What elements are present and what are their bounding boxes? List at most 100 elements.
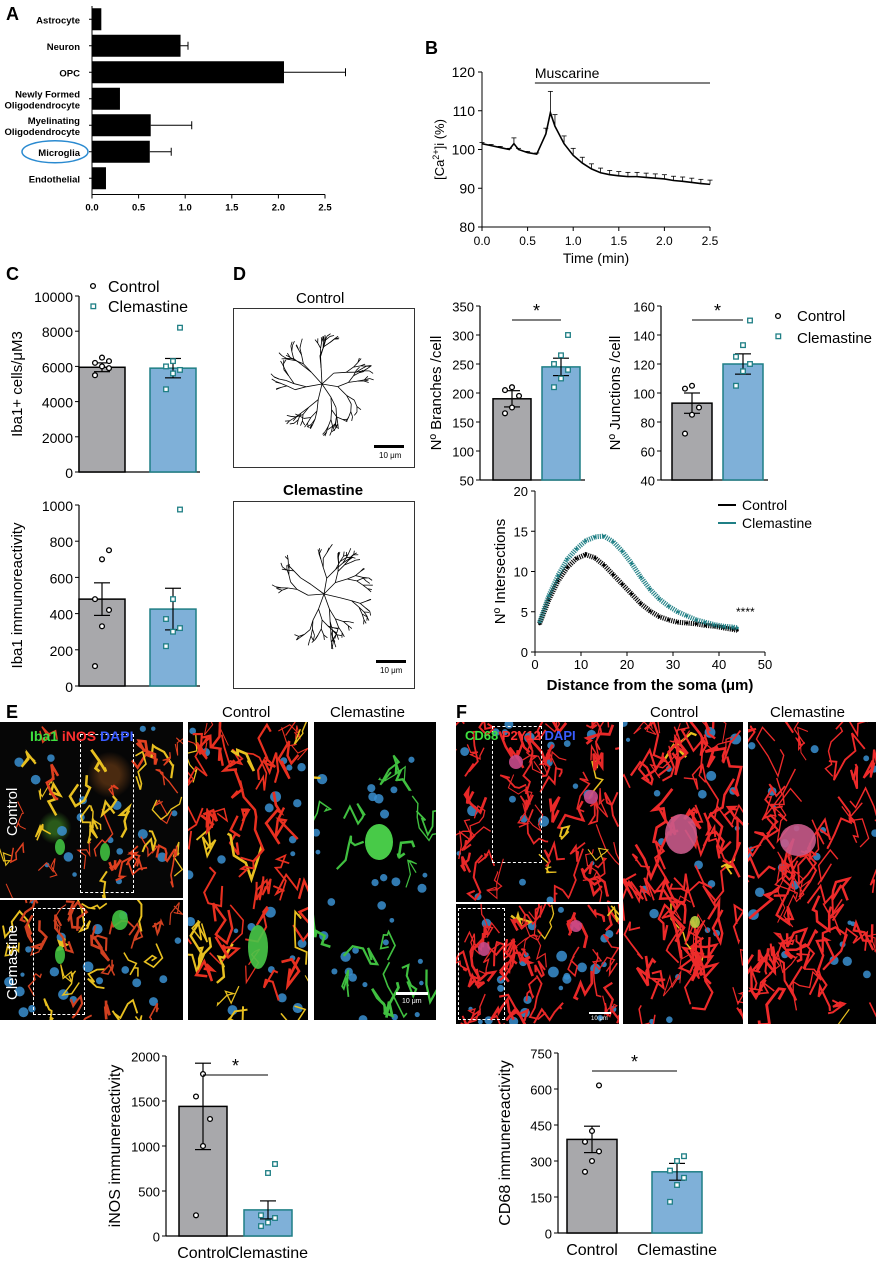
dapi-nucleus	[508, 1016, 519, 1024]
panel-letter-c: C	[6, 264, 19, 284]
tracing-branch	[318, 608, 323, 621]
dapi-nucleus	[290, 851, 296, 857]
process-branch	[467, 972, 486, 989]
c-bottom-bar	[149, 608, 197, 687]
tracing-branch	[288, 587, 298, 590]
tracing-branch	[360, 567, 365, 572]
d-sholl-control-point	[547, 598, 551, 602]
e-col-label-control: Control	[222, 704, 271, 721]
a-bar	[92, 114, 151, 137]
tracing-branch	[345, 366, 354, 373]
process-branch	[4, 942, 20, 957]
d-sholl-control-point	[621, 582, 624, 586]
tracing-branch	[337, 386, 347, 396]
process-branch	[536, 722, 547, 742]
panel-letter-f: F	[456, 702, 467, 722]
process-branch	[623, 873, 645, 900]
tracing-branch	[295, 413, 300, 417]
process-branch	[779, 859, 795, 890]
d-sholl-control-point	[565, 566, 569, 569]
dapi-nucleus	[491, 728, 500, 737]
f-scale-text-small: 10 μm	[591, 1016, 608, 1022]
process-branch	[592, 752, 604, 772]
d-control-scale-text: 10 μm	[379, 451, 402, 460]
process-branch	[588, 875, 610, 897]
dapi-nucleus	[47, 754, 55, 762]
tracing-branch	[278, 352, 283, 356]
f-zoom-clemastine-cells	[748, 722, 876, 1024]
b-y-tick-label: 80	[459, 219, 475, 235]
tracing-branch	[353, 399, 358, 407]
process-branch	[633, 722, 657, 736]
process-branch	[170, 845, 178, 888]
dapi-nucleus	[382, 939, 389, 946]
c-top-clemastine-point	[163, 363, 169, 370]
process-branch	[68, 775, 92, 808]
tracing-branch	[298, 415, 305, 419]
f-bottom-bar	[566, 1138, 618, 1234]
tracing-branch	[312, 629, 315, 636]
dapi-nucleus	[288, 835, 297, 844]
tracing-branch	[320, 559, 324, 568]
tracing-branch	[333, 627, 338, 630]
tracing-branch	[323, 339, 327, 347]
tracing-branch	[308, 593, 325, 596]
process-branch	[257, 722, 276, 768]
tracing-branch	[278, 378, 286, 381]
c-bottom-y-tick-label: 800	[50, 534, 74, 550]
tracing-branch	[274, 376, 280, 380]
d-sholl-control-point	[602, 563, 606, 567]
cell-soma	[665, 814, 697, 854]
tracing-branch	[335, 618, 344, 622]
tracing-branch	[310, 584, 325, 595]
process-branch	[456, 722, 465, 726]
e-stain-labels: Iba1 iNOS DAPI	[30, 728, 133, 744]
c-bottom-control-point	[91, 663, 99, 670]
tracing-branch	[329, 335, 335, 337]
tracing-branch	[319, 553, 322, 560]
process-branch	[604, 905, 619, 932]
f-zoom-control-image	[623, 722, 743, 1024]
dapi-nucleus	[605, 929, 614, 939]
tracing-branch	[276, 387, 281, 390]
c-top-clemastine-point	[177, 324, 183, 331]
b-y-tick-label: 90	[459, 180, 475, 196]
process-branch	[20, 749, 37, 768]
process-branch	[615, 747, 619, 750]
process-branch	[136, 900, 143, 932]
process-branch	[172, 841, 183, 877]
f-bottom-control-point	[595, 1082, 603, 1089]
tracing-branch	[308, 635, 312, 642]
process-branch	[683, 763, 707, 790]
d-sholl-clemastine-point	[667, 604, 670, 608]
f-bottom-y-tick-label: 450	[530, 1119, 552, 1134]
process-branch	[736, 1007, 743, 1021]
process-branch	[216, 943, 234, 984]
tracing-branch	[348, 548, 352, 553]
process-branch	[808, 972, 831, 1011]
tracing-branch	[358, 606, 365, 613]
process-branch	[661, 736, 688, 782]
process-branch	[701, 722, 727, 744]
tracing-branch	[343, 551, 345, 557]
d-sholl-x-tick-label: 20	[620, 657, 634, 672]
process-branch	[480, 904, 500, 934]
process-branch	[246, 752, 268, 791]
process-branch	[748, 822, 776, 858]
dapi-nucleus	[297, 763, 306, 772]
tracing-branch	[289, 417, 295, 422]
process-branch	[188, 732, 198, 783]
process-branch	[769, 943, 803, 1001]
process-branch	[211, 902, 234, 946]
b-y-label: [Ca2+]i (%)	[431, 119, 447, 180]
process-branch	[748, 879, 750, 883]
process-branch	[534, 904, 543, 920]
d-sholl-clemastine-point	[685, 614, 689, 618]
tracing-branch	[348, 411, 352, 418]
process-branch	[262, 969, 280, 1001]
process-branch	[141, 830, 157, 853]
tracing-branch	[353, 372, 360, 377]
tracing-branch	[343, 554, 349, 557]
cell-soma	[248, 925, 268, 969]
tracing-branch	[310, 424, 314, 429]
